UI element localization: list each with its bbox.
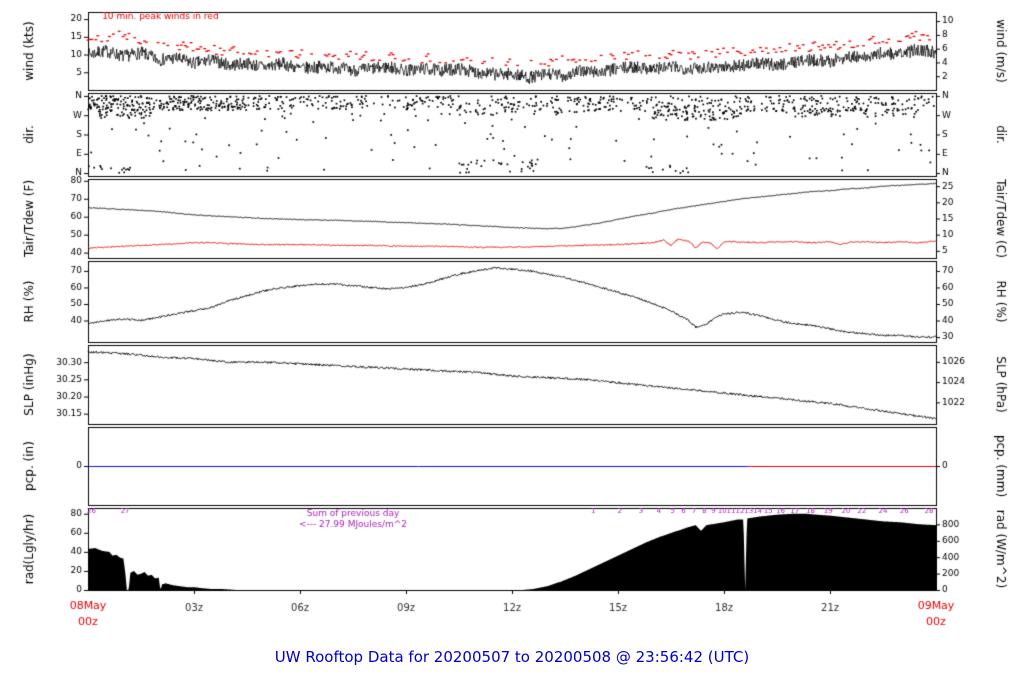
chart-title: UW Rooftop Data for 20200507 to 20200508… xyxy=(274,648,750,666)
weather-multipanel-chart xyxy=(0,0,1024,640)
